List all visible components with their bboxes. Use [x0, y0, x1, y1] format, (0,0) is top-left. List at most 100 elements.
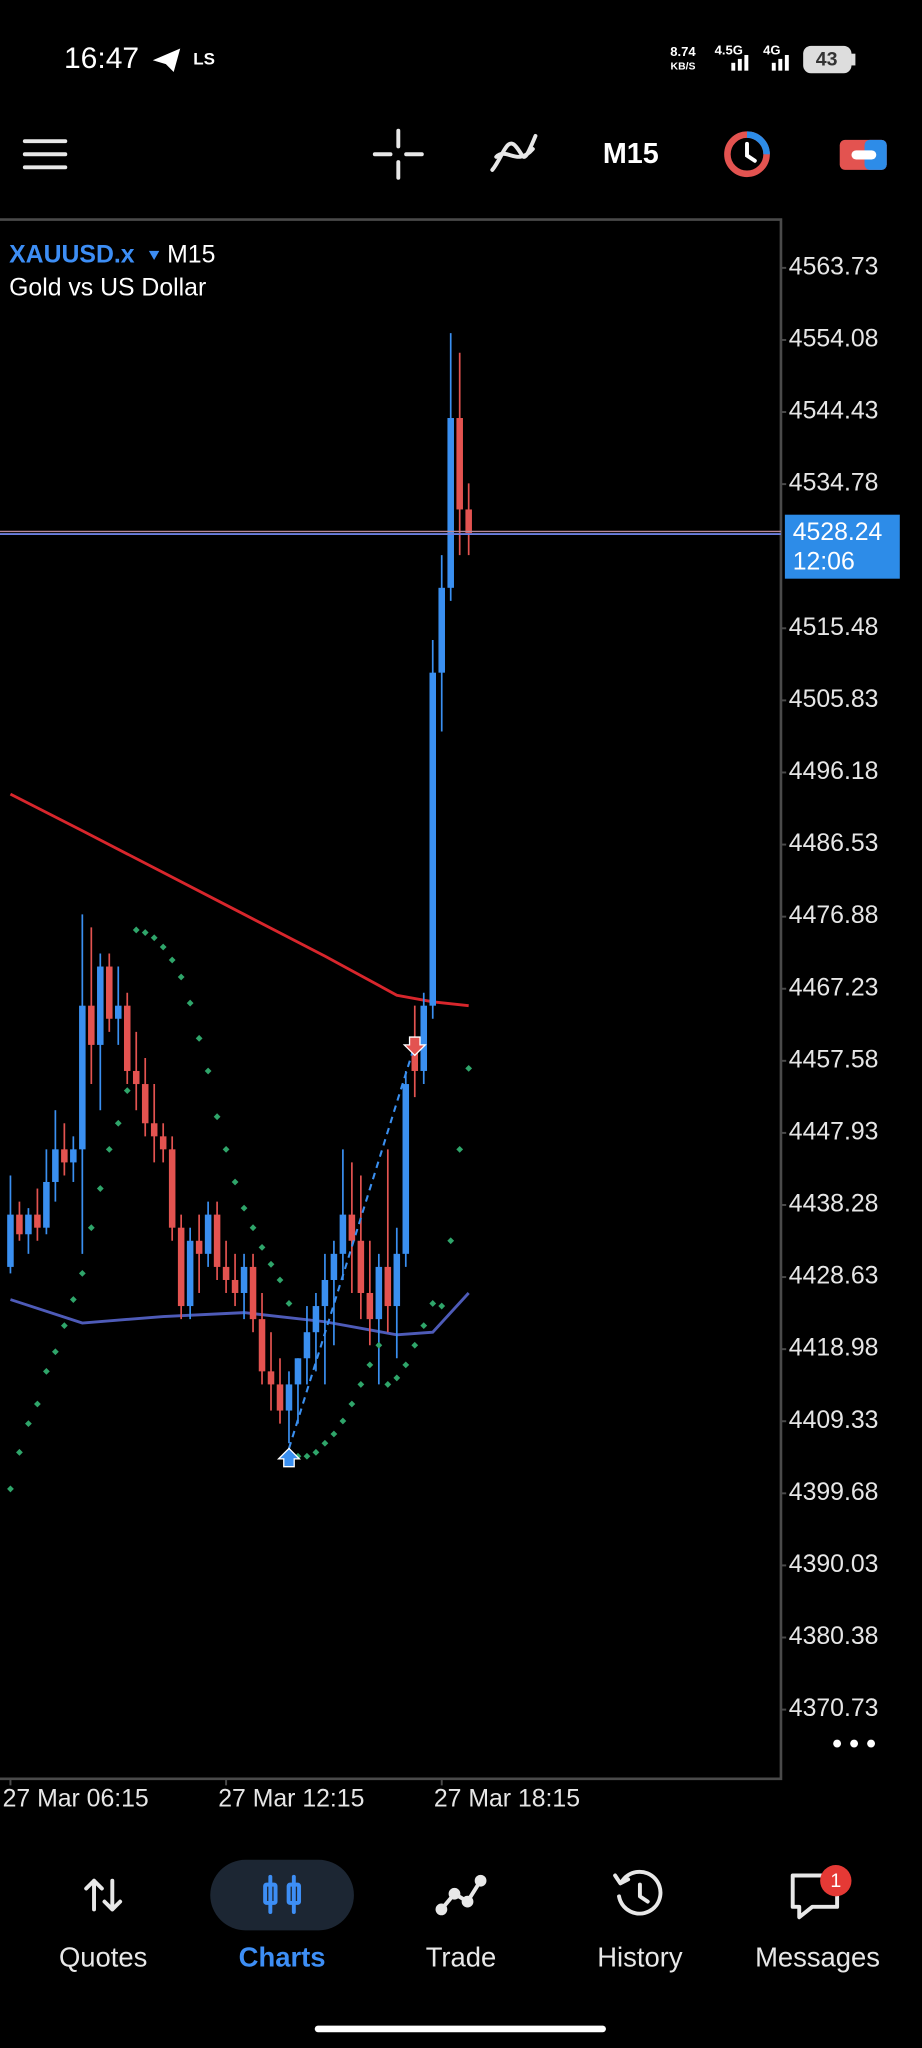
sell-marker: [402, 1036, 427, 1057]
sar-dot: [240, 1204, 248, 1212]
crosshair-button[interactable]: [372, 128, 424, 180]
candle-body: [294, 1358, 302, 1385]
menu-button[interactable]: [22, 139, 68, 170]
y-tick-label: 4544.43: [789, 398, 879, 425]
candle-body: [339, 1214, 347, 1254]
badge-count: 1: [830, 1870, 841, 1892]
sar-dot: [132, 926, 140, 934]
y-tick-label: 4390.03: [789, 1551, 879, 1578]
candle-body: [34, 1214, 41, 1228]
sar-dot: [411, 1341, 419, 1349]
candle-body: [240, 1266, 248, 1293]
candle-body: [168, 1149, 176, 1228]
x-tick-label: 27 Mar 06:15: [3, 1785, 149, 1812]
candle-body: [456, 418, 463, 510]
nav-messages[interactable]: Messages: [755, 1941, 880, 1972]
candle-body: [25, 1214, 32, 1235]
candle-body: [195, 1240, 203, 1254]
sar-dot: [366, 1361, 374, 1369]
sar-dot: [222, 1145, 230, 1153]
trade-button[interactable]: [839, 139, 887, 170]
y-tick-label: 4447.93: [789, 1118, 879, 1145]
last-price-label: 4528.24: [793, 519, 883, 546]
signal-2-label: 4G: [763, 43, 780, 58]
sar-dot: [141, 929, 149, 936]
sar-dot: [249, 1224, 257, 1232]
sar-dot: [402, 1361, 410, 1369]
moving-average: [10, 1292, 470, 1337]
sar-dot: [69, 1296, 77, 1303]
more-button[interactable]: [833, 1739, 875, 1748]
battery-level: 43: [816, 48, 838, 70]
y-tick-label: 4515.48: [789, 614, 879, 641]
candle-body: [7, 1214, 14, 1267]
signal-1-label: 4.5G: [715, 43, 743, 58]
nav-history[interactable]: History: [597, 1941, 683, 1972]
sar-dot: [375, 1341, 383, 1349]
candle-body: [276, 1384, 284, 1411]
sar-dot: [42, 1367, 50, 1375]
sar-dot: [213, 1113, 221, 1121]
candle-body: [88, 1005, 95, 1045]
sar-dot: [312, 1448, 320, 1456]
moving-average: [9, 792, 469, 1008]
candle-body: [267, 1371, 275, 1385]
symbol-description: Gold vs US Dollar: [9, 274, 206, 301]
sar-dot: [195, 1034, 203, 1042]
sar-dot: [87, 1224, 95, 1232]
candle-body: [52, 1149, 59, 1182]
x-tick-label: 27 Mar 12:15: [218, 1785, 364, 1812]
sar-dot: [456, 1145, 464, 1153]
sar-dot: [7, 1485, 14, 1493]
nav-quotes[interactable]: Quotes: [59, 1941, 147, 1972]
sar-dot: [258, 1243, 266, 1251]
carrier-label: LS: [193, 50, 215, 69]
candle-body: [16, 1214, 23, 1235]
nav-active-pill: [210, 1859, 354, 1931]
y-tick-label: 4563.73: [789, 253, 879, 280]
candle-body: [79, 1005, 86, 1150]
one-click-trading-button[interactable]: [724, 131, 770, 178]
sar-dot: [321, 1439, 329, 1447]
sar-dot: [159, 943, 167, 951]
y-tick-label: 4476.88: [789, 902, 879, 929]
y-tick-label: 4554.08: [789, 325, 879, 352]
candle-body: [447, 418, 454, 588]
nav-charts[interactable]: Charts: [239, 1941, 326, 1972]
sar-dot: [186, 999, 194, 1007]
sar-dot: [204, 1067, 212, 1075]
sar-dot: [285, 1300, 293, 1307]
candle-body: [285, 1384, 293, 1411]
y-tick-label: 4505.83: [789, 686, 879, 713]
candle-body: [357, 1240, 365, 1293]
symbol[interactable]: XAUUSD.x: [9, 242, 135, 269]
timeframe-button[interactable]: M15: [603, 138, 659, 170]
sar-dot: [447, 1237, 455, 1245]
candle-body: [249, 1266, 257, 1320]
sar-dot: [114, 1119, 122, 1127]
candle-body: [43, 1181, 50, 1228]
symbol-dropdown[interactable]: [148, 250, 160, 261]
candle-body: [123, 1005, 131, 1071]
sar-dot: [330, 1430, 338, 1438]
candle-body: [186, 1240, 194, 1307]
sar-dot: [339, 1417, 347, 1425]
sar-dot: [96, 1185, 104, 1192]
status-time: 16:47: [64, 42, 139, 75]
indicators-button[interactable]: [490, 133, 538, 172]
sar-dot: [78, 1270, 86, 1277]
nav-trade[interactable]: Trade: [426, 1941, 497, 1972]
candle-body: [420, 1005, 428, 1071]
axes: 4563.73 4554.08 4544.43 4534.78 4515.48 4505.…: [3, 253, 900, 1812]
candle-body: [393, 1253, 401, 1307]
plot-area: [0, 333, 781, 1493]
candle-body: [106, 966, 113, 1019]
sar-dot: [34, 1400, 41, 1408]
sar-dot: [123, 1087, 131, 1095]
sar-dot: [429, 1300, 437, 1307]
candle-body: [61, 1149, 68, 1163]
y-tick-label: 4467.23: [789, 974, 879, 1001]
sar-dot: [303, 1452, 311, 1460]
